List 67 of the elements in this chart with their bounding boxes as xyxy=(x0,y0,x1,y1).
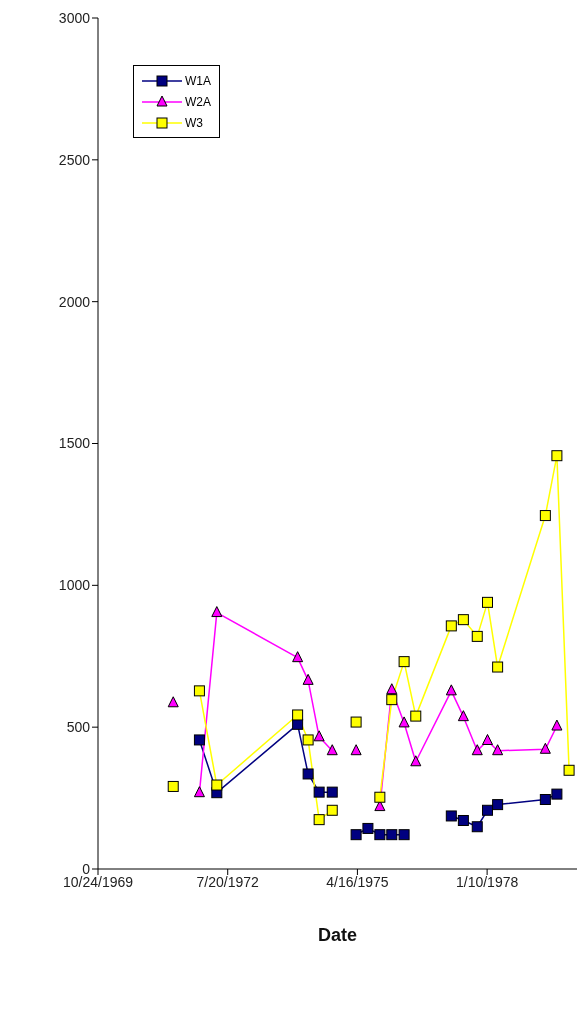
point xyxy=(193,685,205,697)
point xyxy=(211,779,223,791)
point xyxy=(313,814,325,826)
y-tick-label: 2500 xyxy=(58,151,91,168)
point xyxy=(492,661,504,673)
y-tick-label: 1500 xyxy=(58,435,91,452)
y-tick-label: 2000 xyxy=(58,293,91,310)
x-tick-label: 7/20/1972 xyxy=(196,873,260,890)
point xyxy=(551,788,563,800)
point xyxy=(539,794,551,805)
point xyxy=(350,829,362,841)
legend-label: W2A xyxy=(185,94,212,109)
point xyxy=(445,684,457,696)
point xyxy=(398,656,410,668)
point xyxy=(398,829,410,841)
x-tick-label: 4/16/1975 xyxy=(326,873,389,890)
point xyxy=(471,630,483,642)
point xyxy=(551,450,563,462)
point xyxy=(482,804,493,816)
point xyxy=(445,810,457,822)
point xyxy=(539,510,551,522)
point xyxy=(539,742,551,754)
point xyxy=(302,673,314,685)
x-tick-label: 1/10/1978 xyxy=(455,873,519,890)
point xyxy=(302,734,314,746)
point xyxy=(313,786,325,798)
point xyxy=(292,709,304,721)
legend-label: W3 xyxy=(185,115,203,130)
point xyxy=(374,791,386,803)
point xyxy=(551,719,563,731)
point xyxy=(445,620,457,632)
y-tick-label: 1000 xyxy=(58,577,91,594)
point xyxy=(193,786,205,798)
point xyxy=(386,694,398,706)
point xyxy=(167,780,179,792)
x-axis-title: Date xyxy=(317,925,358,945)
point xyxy=(457,814,469,826)
point xyxy=(302,768,314,780)
point xyxy=(313,730,325,742)
point xyxy=(326,786,338,798)
point xyxy=(350,716,362,728)
point xyxy=(386,683,398,695)
point xyxy=(386,829,398,841)
point xyxy=(374,829,386,841)
point xyxy=(471,744,483,756)
point xyxy=(563,764,575,776)
legend-label: W1A xyxy=(185,73,212,88)
point xyxy=(410,755,422,767)
point xyxy=(326,744,338,756)
point xyxy=(492,799,504,811)
point xyxy=(410,710,422,722)
point xyxy=(167,696,179,708)
point xyxy=(362,822,374,834)
y-tick-label: 3000 xyxy=(58,9,91,26)
point xyxy=(482,596,493,608)
point xyxy=(482,734,493,745)
point xyxy=(471,821,483,833)
point xyxy=(492,744,504,756)
point xyxy=(211,606,223,618)
point xyxy=(457,614,469,626)
point xyxy=(398,716,410,728)
point xyxy=(350,744,362,756)
point xyxy=(292,651,304,663)
point xyxy=(326,804,338,816)
point xyxy=(193,734,205,746)
point xyxy=(457,710,469,722)
y-tick-label: 500 xyxy=(66,719,91,736)
